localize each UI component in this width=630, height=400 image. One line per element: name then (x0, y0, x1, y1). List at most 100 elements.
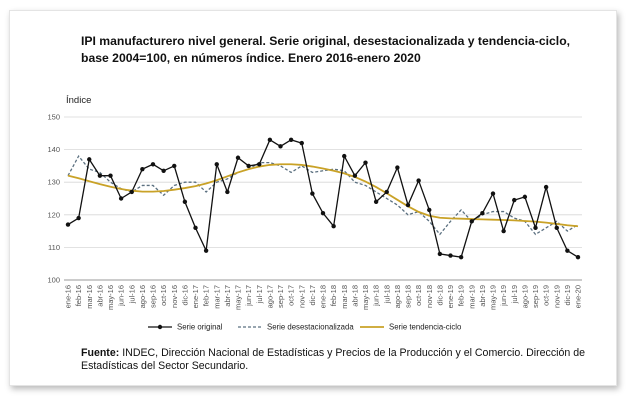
x-tick-label: jun-16 (117, 285, 126, 307)
y-tick-label: 150 (47, 113, 60, 122)
x-tick-label: may-17 (234, 285, 243, 310)
source-label: Fuente: (81, 347, 120, 359)
x-tick-label: dic-18 (435, 285, 444, 305)
gridlines (64, 116, 582, 281)
series-line (67, 154, 579, 236)
x-tick-label: dic-19 (563, 285, 572, 305)
data-point (193, 225, 198, 231)
source-text: INDEC, Dirección Nacional de Estadística… (81, 347, 586, 372)
x-tick-label: nov-17 (297, 285, 306, 308)
chart-card (9, 10, 617, 386)
x-tick-label: feb-17 (202, 285, 211, 306)
data-point (363, 160, 368, 165)
data-point (320, 210, 326, 216)
data-point (533, 225, 538, 231)
y-axis-label: Índice (66, 95, 91, 106)
legend-label: Serie desestacionalizada (267, 323, 354, 332)
x-tick-label: abr-19 (478, 285, 487, 307)
x-tick-label: oct-16 (159, 285, 168, 306)
data-point (288, 137, 294, 143)
x-tick-label: may-16 (106, 285, 115, 310)
data-point (161, 168, 166, 173)
x-tick-label: ago-16 (138, 285, 147, 308)
x-tick-label: mar-18 (340, 285, 349, 309)
x-tick-label: nov-19 (552, 285, 561, 308)
data-point (522, 194, 528, 200)
data-point (405, 202, 411, 208)
data-point (87, 157, 92, 162)
x-tick-label: nov-18 (425, 285, 434, 308)
x-tick-label: jul-17 (255, 285, 264, 304)
y-axis-ticks: 100 110 120 130 140 150 (47, 113, 60, 285)
data-point (108, 173, 113, 178)
legend-label: Serie original (177, 323, 223, 332)
chart-title: IPI manufacturero nivel general. Serie o… (81, 34, 571, 65)
data-point (140, 166, 145, 172)
data-point (437, 251, 443, 257)
data-point (235, 155, 241, 160)
x-tick-label: oct-18 (414, 285, 423, 306)
series-serie-desestacionalizada (67, 154, 579, 236)
data-point (97, 173, 103, 178)
x-tick-label: ene-16 (64, 285, 73, 308)
data-point (373, 199, 379, 204)
x-tick-label: dic-16 (180, 285, 189, 305)
data-point (490, 191, 496, 196)
legend-label: Serie tendencia-ciclo (389, 323, 462, 332)
legend-item: Serie tendencia-ciclo (360, 323, 462, 332)
x-tick-label: dic-17 (308, 285, 317, 305)
data-point (554, 225, 559, 231)
x-tick-label: abr-18 (350, 285, 359, 307)
x-tick-label: jul-19 (510, 285, 519, 304)
data-point (458, 254, 464, 260)
series-line (67, 163, 579, 228)
data-point (172, 163, 177, 169)
x-tick-label: ago-18 (393, 285, 402, 308)
data-point (427, 207, 432, 213)
data-point (395, 165, 400, 170)
data-point (225, 189, 230, 195)
x-tick-label: may-19 (489, 285, 498, 310)
data-point (331, 224, 336, 229)
x-tick-label: ago-19 (520, 285, 529, 308)
x-tick-label: jul-16 (127, 285, 136, 304)
data-point (299, 140, 304, 146)
data-point (203, 248, 209, 253)
data-point (352, 173, 358, 178)
data-point (575, 254, 581, 260)
series-line (67, 138, 579, 258)
x-tick-label: sep-17 (276, 285, 285, 308)
x-tick-label: jul-18 (382, 285, 391, 304)
data-point (65, 222, 71, 227)
y-tick-label: 110 (48, 243, 60, 252)
source-note: Fuente: INDEC, Dirección Nacional de Est… (81, 347, 611, 373)
data-point (118, 196, 124, 201)
x-tick-label: ene-19 (446, 285, 455, 308)
legend: Serie original Serie desestacionalizada Se… (148, 323, 462, 332)
data-point (310, 191, 315, 196)
series-serie-original (65, 137, 581, 260)
x-tick-label: mar-19 (467, 285, 476, 309)
data-point (246, 163, 251, 169)
data-point (129, 189, 134, 195)
y-tick-label: 120 (47, 210, 60, 219)
x-tick-label: jun-17 (244, 285, 253, 307)
data-point (76, 215, 81, 221)
y-tick-label: 100 (47, 276, 60, 285)
series-serie-tendencia-ciclo (67, 163, 579, 228)
data-point (257, 162, 262, 167)
x-tick-label: mar-16 (85, 285, 94, 309)
x-axis-ticks: ene-16 feb-16 mar-16 abr-16 may-16 jun-16 jul-… (64, 285, 583, 310)
legend-item: Serie original (148, 323, 223, 332)
x-tick-label: sep-19 (531, 285, 540, 308)
x-tick-label: sep-18 (404, 285, 413, 308)
x-tick-label: feb-19 (457, 285, 466, 306)
data-point (543, 184, 549, 190)
x-tick-label: feb-16 (74, 285, 83, 306)
y-tick-label: 140 (47, 145, 60, 154)
x-tick-label: ene-20 (574, 285, 583, 308)
data-point (384, 189, 389, 195)
x-tick-label: abr-17 (223, 285, 232, 307)
data-point (214, 162, 219, 167)
